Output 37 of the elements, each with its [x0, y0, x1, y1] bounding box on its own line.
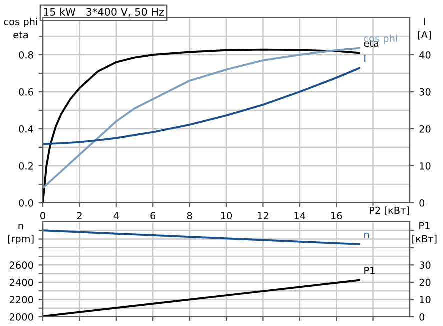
x-tick-label: 14	[294, 212, 306, 220]
y2-axis-title: I [A]	[418, 18, 431, 40]
y-tick-label: 2000	[10, 313, 34, 321]
series-label: I	[364, 55, 366, 62]
x-tick-label: 4	[114, 212, 119, 220]
y2-tick-label: 10	[420, 296, 431, 304]
y2-tick-label: 10	[420, 162, 431, 170]
y2-tick-label: 20	[420, 125, 431, 133]
y2-tick-label: 30	[420, 262, 431, 270]
y-axis-title: cos phi eta	[4, 18, 38, 39]
y2-axis-title: P1 [кВт]	[412, 222, 437, 244]
y-tick-label: 0.8	[19, 51, 34, 59]
x-tick-label: 0	[40, 212, 46, 220]
y-tick-label: 2400	[10, 278, 34, 286]
series-label: P1	[364, 267, 375, 274]
y2-tick-label: 0	[420, 313, 425, 321]
y2-tick-label: 30	[420, 88, 431, 96]
y-tick-label: 0.6	[19, 88, 34, 96]
series-label: n	[364, 232, 370, 238]
y-tick-label: 2200	[10, 296, 34, 304]
line-series	[43, 67, 361, 146]
y2-tick-label: 0	[420, 199, 425, 207]
chart-title: 15 kW 3*400 V, 50 Hz	[44, 8, 164, 18]
x-tick-label: 8	[187, 212, 192, 220]
x-tick-label: 16	[331, 212, 342, 220]
y-tick-label: 0.4	[19, 125, 34, 133]
x-tick-label: 10	[221, 212, 232, 220]
y-tick-label: 2600	[10, 262, 34, 270]
y-tick-label: 0.2	[19, 162, 33, 170]
y2-tick-label: 40	[420, 51, 431, 59]
x-tick-label: 6	[150, 212, 156, 220]
y-axis-title: n [rpm]	[8, 224, 34, 245]
x-tick-label: 12	[258, 212, 268, 220]
x-tick-label: 2	[77, 212, 82, 220]
y-tick-label: 0.0	[19, 199, 34, 207]
x-axis-title: P2 [кВт]	[370, 206, 410, 216]
y2-tick-label: 20	[420, 278, 431, 286]
